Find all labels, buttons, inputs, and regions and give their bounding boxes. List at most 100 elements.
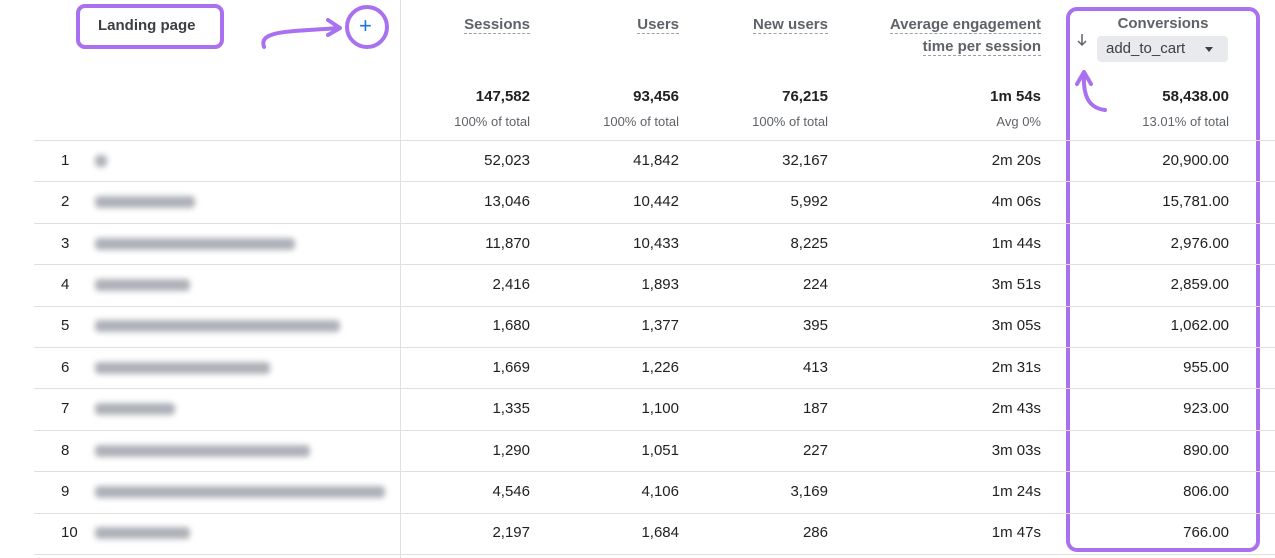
cell-value: 1,062.00: [1170, 317, 1229, 335]
cell-value: 395: [802, 317, 828, 335]
event-selector[interactable]: add_to_cart: [1106, 40, 1186, 57]
blurred-landing-page: [95, 361, 270, 374]
cell-value: 13,046: [484, 193, 530, 211]
highlight-circle: [345, 5, 389, 49]
event-dropdown[interactable]: add_to_cart: [1097, 36, 1228, 62]
row-divider: [34, 264, 1275, 266]
cell-value: 1,051: [641, 441, 679, 459]
column-header-text[interactable]: Average engagement time per session: [889, 16, 1041, 56]
blurred-landing-page: [95, 444, 310, 457]
arrow-head: [1075, 70, 1093, 86]
cell-value: 4,106: [641, 482, 679, 500]
highlight-column: [1066, 7, 1260, 552]
cell-value: 187: [802, 400, 828, 418]
cell-value: 20,900.00: [1162, 151, 1229, 169]
total-note: Avg 0%: [996, 114, 1041, 129]
column-header-text[interactable]: Sessions: [464, 16, 530, 34]
blurred-landing-page: [95, 154, 107, 167]
cell-value: 413: [802, 358, 828, 376]
cell-value: 1,335: [492, 400, 530, 418]
sort-icon: [1077, 34, 1087, 47]
cell-value: 32,167: [782, 151, 828, 169]
total-note: 13.01% of total: [1142, 114, 1229, 129]
cell-value: 3m 05s: [991, 317, 1041, 335]
cell-value: 3m 03s: [991, 441, 1041, 459]
cell-value: 41,842: [633, 151, 679, 169]
cell-value: 8,225: [790, 234, 828, 252]
row-index: 7: [61, 400, 70, 418]
cell-value: 1,377: [641, 317, 679, 335]
row-divider: [34, 347, 1275, 348]
cell-value: 10,442: [633, 193, 679, 211]
total-value: 58,438.00: [1162, 88, 1229, 105]
blurred-landing-page: [95, 403, 175, 416]
cell-value: 806.00: [1183, 482, 1229, 500]
highlight-box: [76, 4, 224, 49]
cell-value: 1m 44s: [991, 234, 1041, 252]
row-index: 6: [61, 358, 70, 376]
cell-value: 52,023: [484, 151, 530, 169]
blurred-landing-page: [95, 196, 195, 209]
cell-value: 5,992: [790, 193, 828, 211]
row-index: 9: [61, 482, 70, 500]
dimension-header[interactable]: Landing page: [98, 17, 196, 34]
cell-value: 15,781.00: [1162, 193, 1229, 211]
column-header-text[interactable]: Users: [637, 16, 679, 34]
cell-value: 3m 51s: [991, 275, 1041, 293]
blurred-landing-page: [95, 527, 190, 540]
row-divider: [34, 222, 1275, 224]
total-value: 76,215: [782, 88, 828, 105]
row-index: 10: [61, 524, 78, 542]
row-divider: [34, 554, 1275, 555]
cell-value: 1,680: [492, 317, 530, 335]
cell-value: 1,893: [641, 275, 679, 293]
row-index: 1: [61, 151, 70, 169]
cell-value: 2,976.00: [1170, 234, 1229, 252]
column-divider: [400, 0, 401, 558]
row-index: 3: [61, 234, 70, 252]
total-note: 100% of total: [752, 114, 828, 129]
cell-value: 3,169: [790, 482, 828, 500]
row-index: 8: [61, 441, 70, 459]
total-value: 93,456: [633, 88, 679, 105]
row-divider: [34, 181, 1275, 183]
total-note: 100% of total: [603, 114, 679, 129]
cell-value: 1m 47s: [991, 524, 1041, 542]
cell-value: 2,197: [492, 524, 530, 542]
cell-value: 2,416: [492, 275, 530, 293]
total-value: 147,582: [475, 88, 530, 105]
cell-value: 890.00: [1183, 441, 1229, 459]
row-index: 2: [61, 193, 70, 211]
arrow-head: [326, 18, 342, 37]
total-note: 100% of total: [454, 114, 530, 129]
column-header: Users: [559, 14, 679, 36]
column-header: Conversions: [1117, 15, 1209, 32]
row-divider: [34, 140, 1275, 141]
cell-value: 227: [802, 441, 828, 459]
cell-value: 2m 43s: [991, 400, 1041, 418]
column-header: New users: [708, 14, 828, 36]
cell-value: 1,100: [641, 400, 679, 418]
cell-value: 766.00: [1183, 524, 1229, 542]
cell-value: 1,684: [641, 524, 679, 542]
row-divider: [34, 388, 1275, 390]
arrow: [261, 26, 340, 49]
blurred-landing-page: [95, 320, 340, 333]
cell-value: 224: [802, 275, 828, 293]
column-header: Sessions: [410, 14, 530, 36]
cell-value: 10,433: [633, 234, 679, 252]
blurred-landing-page: [95, 237, 295, 250]
dropdown-caret: [1205, 47, 1213, 52]
column-header: Average engagement time per session: [881, 14, 1041, 58]
row-divider: [34, 305, 1275, 307]
add-dimension-button[interactable]: +: [359, 13, 372, 38]
row-divider: [34, 471, 1275, 473]
cell-value: 11,870: [485, 234, 530, 252]
cell-value: 2m 20s: [991, 151, 1041, 169]
cell-value: 2,859.00: [1170, 275, 1229, 293]
row-divider: [34, 512, 1275, 514]
column-header-text[interactable]: New users: [752, 16, 828, 34]
cell-value: 1,669: [492, 358, 530, 376]
row-index: 4: [61, 275, 70, 293]
